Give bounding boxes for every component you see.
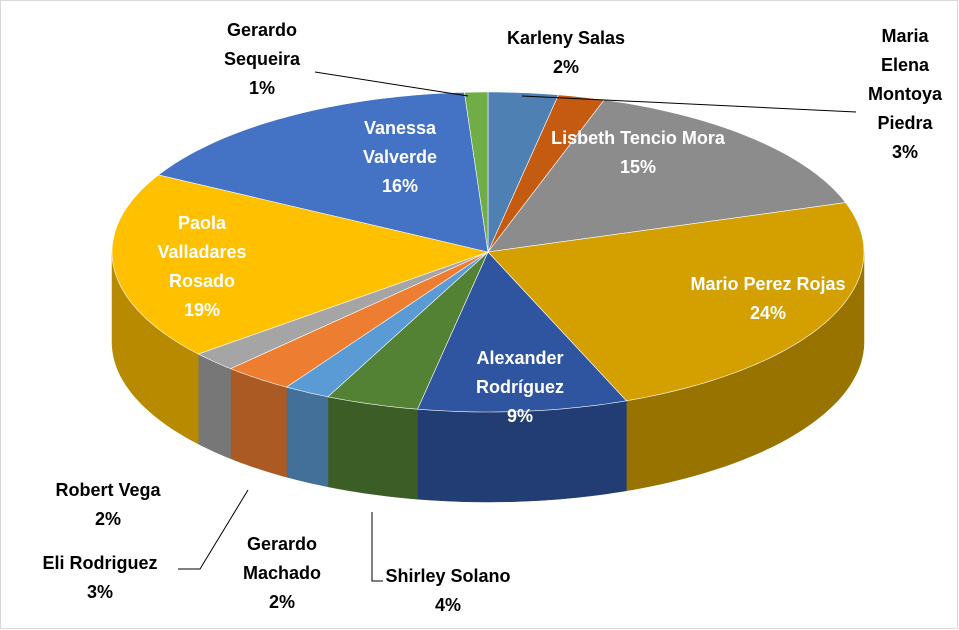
slice-percent: 3% bbox=[86, 582, 113, 602]
slice-name: Eli Rodriguez bbox=[42, 553, 158, 573]
slice-percent: 2% bbox=[268, 592, 295, 612]
slice-percent: 2% bbox=[94, 509, 121, 529]
slice-label: Paola Valladares Rosado 19% bbox=[132, 209, 272, 325]
slice-name: Maria Elena Montoya Piedra bbox=[868, 26, 942, 133]
slice-percent: 1% bbox=[248, 78, 275, 98]
slice-name: Paola Valladares Rosado bbox=[157, 213, 247, 291]
slice bbox=[417, 251, 628, 413]
slice-label: Eli Rodriguez 3% bbox=[15, 549, 185, 607]
slice-label: Gerardo Sequeira 1% bbox=[207, 16, 317, 103]
slice-percent: 24% bbox=[749, 303, 787, 323]
slice-side bbox=[286, 386, 329, 488]
slice-label: Alexander Rodríguez 9% bbox=[445, 344, 595, 431]
leader-line bbox=[178, 489, 249, 570]
slice-percent: 9% bbox=[506, 406, 533, 426]
slice-percent: 16% bbox=[381, 176, 419, 196]
slice-percent: 2% bbox=[552, 57, 579, 77]
slice bbox=[487, 202, 865, 402]
slice-label: Mario Perez Rojas 24% bbox=[683, 270, 853, 328]
slice-label: Robert Vega 2% bbox=[23, 476, 193, 534]
slice-side bbox=[327, 396, 418, 500]
slice-label: Vanessa Valverde 16% bbox=[340, 114, 460, 201]
leader-line bbox=[371, 512, 383, 582]
slice-label: Shirley Solano 4% bbox=[368, 562, 528, 620]
slice-percent: 3% bbox=[891, 142, 918, 162]
slice-name: Shirley Solano bbox=[385, 566, 511, 586]
slice bbox=[285, 251, 489, 398]
slice-percent: 19% bbox=[183, 300, 221, 320]
slice-name: Gerardo Machado bbox=[242, 534, 321, 583]
slice-label: Maria Elena Montoya Piedra 3% bbox=[855, 22, 955, 167]
slice bbox=[464, 91, 489, 253]
slice-name: Alexander Rodríguez bbox=[476, 348, 564, 397]
leader-line bbox=[314, 71, 469, 97]
slice-label: Karleny Salas 2% bbox=[481, 24, 651, 82]
slice-name: Gerardo Sequeira bbox=[223, 20, 301, 69]
slice bbox=[487, 99, 847, 253]
slice bbox=[229, 251, 489, 388]
slice-name: Karleny Salas bbox=[506, 28, 626, 48]
slice bbox=[197, 251, 489, 369]
slice-side bbox=[198, 353, 231, 459]
slice-name: Mario Perez Rojas bbox=[690, 274, 846, 294]
slice-label: Lisbeth Tencio Mora 15% bbox=[548, 124, 728, 182]
slice-name: Lisbeth Tencio Mora bbox=[551, 128, 725, 148]
slice-percent: 15% bbox=[619, 157, 657, 177]
slice bbox=[327, 251, 489, 410]
slice bbox=[157, 91, 489, 253]
slice bbox=[111, 174, 490, 355]
leader-line bbox=[521, 95, 857, 113]
slice-label: Gerardo Machado 2% bbox=[227, 530, 337, 617]
slice-name: Robert Vega bbox=[55, 480, 161, 500]
slice-percent: 4% bbox=[434, 595, 461, 615]
slice-name: Vanessa Valverde bbox=[362, 118, 438, 167]
